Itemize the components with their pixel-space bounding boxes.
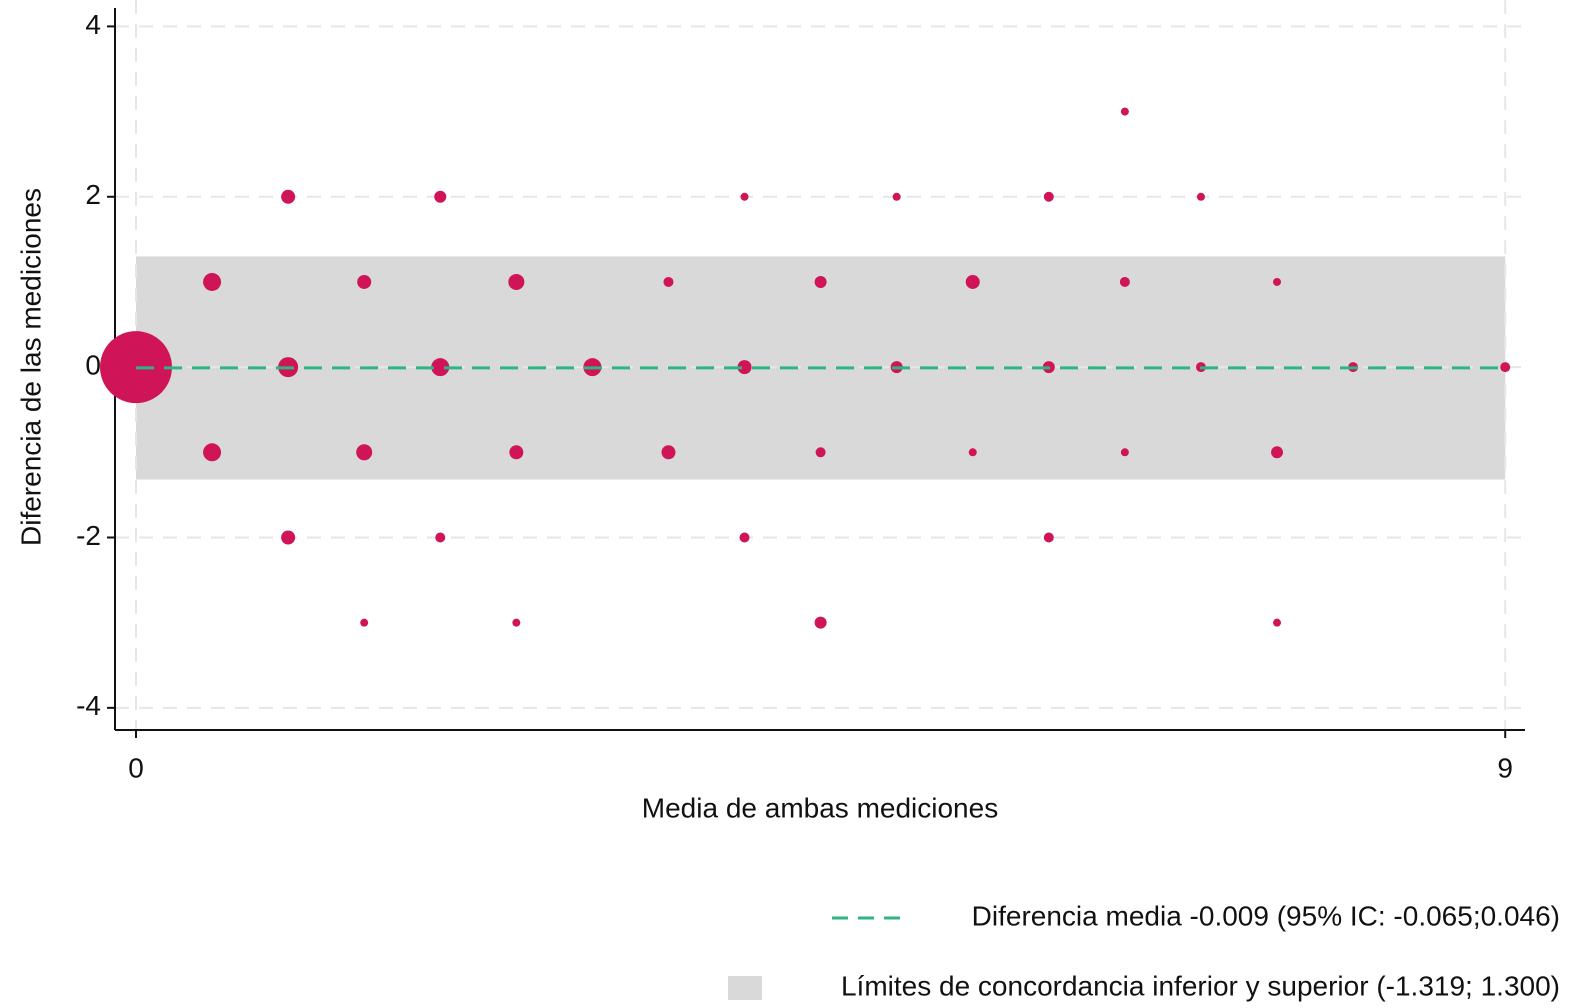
x-tick-label: 9 <box>1497 752 1513 783</box>
bubble <box>892 192 901 201</box>
bubble <box>508 273 525 290</box>
bubble <box>1273 618 1282 627</box>
legend-band-swatch <box>728 976 762 1000</box>
x-tick-label: 0 <box>128 752 144 783</box>
bubble <box>281 189 296 204</box>
bubble <box>509 445 524 460</box>
bubble <box>281 530 296 545</box>
bubble <box>739 532 750 543</box>
bubble <box>814 616 827 629</box>
bubble <box>965 274 980 289</box>
legend-label: Diferencia media -0.009 (95% IC: -0.065;… <box>972 900 1560 931</box>
y-tick-label: -2 <box>76 520 101 551</box>
bubble <box>1500 362 1511 373</box>
y-tick-label: 2 <box>85 179 101 210</box>
bubble <box>1120 448 1129 457</box>
bubble <box>968 448 977 457</box>
bubble <box>815 447 826 458</box>
bubble <box>661 445 676 460</box>
bubble <box>435 532 446 543</box>
bubble <box>1196 192 1205 201</box>
y-tick-label: -4 <box>76 690 101 721</box>
bubble <box>740 192 749 201</box>
bubble <box>1120 107 1129 116</box>
x-axis-label: Media de ambas mediciones <box>642 792 998 823</box>
bubble <box>814 275 827 288</box>
bubble <box>1043 191 1054 202</box>
bubble <box>663 276 674 287</box>
y-tick-label: 0 <box>85 350 101 381</box>
bubble <box>512 618 521 627</box>
bubble <box>1271 446 1284 459</box>
y-tick-label: 4 <box>85 9 101 40</box>
bubble <box>431 358 450 377</box>
bubble <box>357 274 372 289</box>
y-axis-label: Diferencia de las mediciones <box>15 188 46 546</box>
legend-label: Límites de concordancia inferior y super… <box>841 970 1560 1001</box>
bubble <box>203 443 222 462</box>
bubble <box>203 272 222 291</box>
bubble <box>434 190 447 203</box>
bubble <box>1119 276 1130 287</box>
bubble <box>360 618 369 627</box>
bubble <box>1273 277 1282 286</box>
bubble <box>737 360 752 375</box>
bubble <box>356 444 373 461</box>
bubble <box>1043 532 1054 543</box>
